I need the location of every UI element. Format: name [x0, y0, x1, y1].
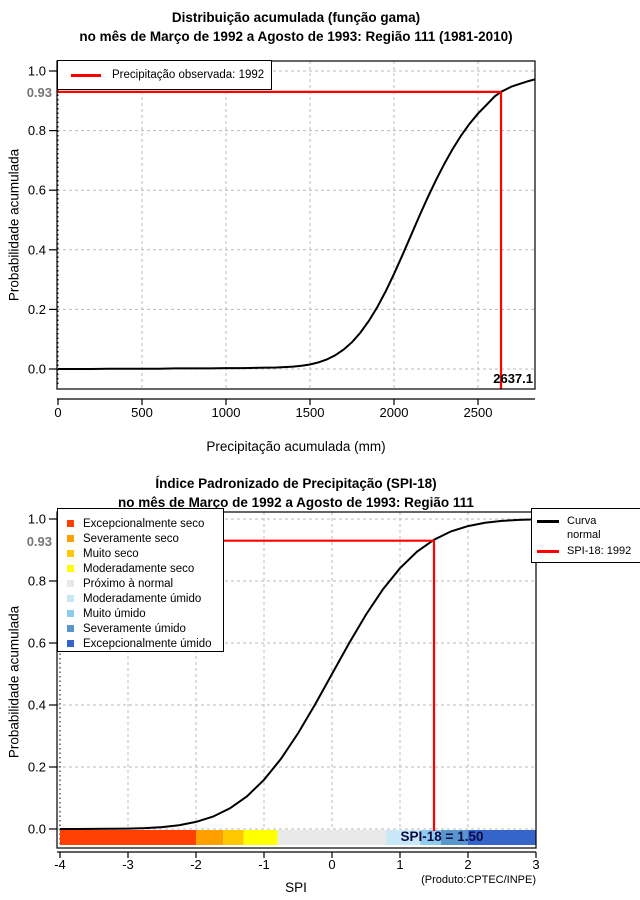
- line-sample: [537, 520, 559, 523]
- cdf-curve: [58, 78, 536, 370]
- category-label: Moderadamente seco: [83, 562, 195, 575]
- curve-legend-item: Curva normal: [537, 515, 640, 542]
- red-line-sample: [71, 73, 101, 77]
- gamma-cdf-plot-canvas: 0 500 1000 1500 2000 2500 0.0 0.2 0.4 0.6 0.8 1.0: [28, 60, 536, 420]
- category-color-swatch: [67, 580, 74, 587]
- chart-title: Índice Padronizado de Precipitação (SPI-…: [155, 476, 437, 491]
- category-label: Excepcionalmente seco: [83, 517, 205, 530]
- category-color-swatch: [67, 550, 74, 557]
- category-color-swatch: [67, 640, 74, 647]
- x-tick-label: -2: [190, 857, 202, 872]
- x-tick-label: -1: [258, 857, 270, 872]
- y-tick-label: 0.4: [28, 242, 46, 257]
- y-tick-label: 0.8: [28, 574, 46, 589]
- probability-highlight-label: 0.93: [26, 534, 52, 549]
- category-color-swatch: [67, 610, 74, 617]
- line-sample: [537, 550, 559, 553]
- x-tick-label: -3: [122, 857, 134, 872]
- x-axis-label: Precipitação acumulada (mm): [206, 439, 386, 454]
- category-color-swatch: [67, 520, 74, 527]
- plot-box: [56, 511, 537, 849]
- category-label: Muito úmido: [83, 607, 146, 620]
- y-tick-label: 0.8: [28, 123, 46, 138]
- spi-colorbar-segment: [440, 830, 468, 845]
- y-tick-label: 0.6: [28, 636, 46, 651]
- x-tick-label: 1: [396, 857, 403, 872]
- category-color-swatch: [67, 535, 74, 542]
- category-label: Muito seco: [83, 547, 139, 560]
- x-tick-label: 0: [54, 405, 61, 420]
- spi-colorbar-segment: [243, 830, 278, 845]
- spi-category-item: Muito seco: [67, 546, 223, 561]
- probability-highlight-label: 0.93: [26, 85, 52, 100]
- spi-colorbar-segment: [60, 830, 196, 845]
- precipitation-value-label: 2637.1: [493, 371, 533, 386]
- curve-legend-item: SPI-18: 1992: [537, 545, 640, 559]
- curve-legend-label: SPI-18: 1992: [567, 545, 632, 557]
- x-tick-label: 500: [131, 405, 153, 420]
- y-tick-label: 0.6: [28, 183, 46, 198]
- spi-colorbar-segment: [420, 830, 441, 845]
- y-axis-label: Probabilidade acumulada: [6, 605, 22, 759]
- category-color-swatch: [67, 595, 74, 602]
- y-tick-label: 0.2: [28, 760, 46, 775]
- spi-category-item: Muito úmido: [67, 606, 223, 621]
- spi-category-item: Excepcionalmente úmido: [67, 636, 223, 651]
- spi-colorbar-segment: [196, 830, 224, 845]
- y-tick-label: 0.4: [28, 698, 46, 713]
- y-tick-label: 0.0: [28, 822, 46, 837]
- spi-colorbar-segment: [386, 830, 421, 845]
- spi-categories-legend: Excepcionalmente seco Severamente seco Mui…: [57, 508, 224, 652]
- spi-category-item: Severamente seco: [67, 531, 223, 546]
- spi-category-item: Próximo à normal: [67, 576, 223, 591]
- curves-legend: Curva normal SPI-18: 1992: [531, 508, 640, 563]
- chart-subtitle: no mês de Março de 1992 a Agosto de 1993…: [118, 495, 474, 510]
- x-tick-label: 1500: [296, 405, 325, 420]
- y-tick-label: 1.0: [28, 512, 46, 527]
- spi-cdf-chart: -4 -3 -2 -1 0 1 2 3 0.0 0.2 0.4 0.6 0.8 1.0 Índice Pa…: [0, 455, 640, 900]
- gamma-cdf-chart: 0 500 1000 1500 2000 2500 0.0 0.2 0.4 0.6 0.8 1.0 D…: [6, 10, 536, 454]
- x-axis-label: SPI: [285, 880, 307, 895]
- legend: Precipitação observada: 1992: [57, 60, 272, 90]
- category-label: Severamente seco: [83, 532, 179, 545]
- x-tick-label: 2500: [464, 405, 493, 420]
- x-tick-label: 0: [328, 857, 335, 872]
- cdf-curve: [60, 518, 537, 830]
- category-label: Severamente úmido: [83, 622, 186, 635]
- x-tick-label: 2000: [380, 405, 409, 420]
- chart-subtitle: no mês de Março de 1992 a Agosto de 1993…: [79, 29, 513, 44]
- plot-box: [56, 60, 536, 390]
- y-tick-label: 1.0: [28, 64, 46, 79]
- curve-legend-label: Curva normal: [567, 515, 601, 541]
- y-tick-label: 0.2: [28, 302, 46, 317]
- spi-colorbar-segment: [223, 830, 244, 845]
- category-label: Excepcionalmente úmido: [83, 637, 212, 650]
- chart-title: Distribuição acumulada (função gama): [171, 10, 421, 25]
- product-credit: (Produto:CPTEC/INPE): [421, 874, 536, 886]
- category-label: Moderadamente úmido: [83, 592, 202, 605]
- spi-value-label: SPI-18 = 1.50: [400, 829, 484, 844]
- category-color-swatch: [67, 625, 74, 632]
- spi-category-item: Moderadamente seco: [67, 561, 223, 576]
- spi-colorbar-segment: [277, 830, 387, 845]
- spi-category-item: Moderadamente úmido: [67, 591, 223, 606]
- x-tick-label: 1000: [212, 405, 241, 420]
- x-tick-label: 3: [532, 857, 539, 872]
- x-tick-label: -4: [54, 857, 66, 872]
- category-label: Próximo à normal: [83, 577, 174, 590]
- y-axis-label: Probabilidade acumulada: [6, 148, 22, 302]
- spi-category-item: Severamente úmido: [67, 621, 223, 636]
- spi-colorbar-segment: [468, 830, 536, 845]
- legend-label: Precipitação observada: 1992: [112, 69, 265, 81]
- y-tick-label: 0.0: [28, 362, 46, 377]
- x-tick-label: 2: [464, 857, 471, 872]
- spi-category-item: Excepcionalmente seco: [67, 516, 223, 531]
- category-color-swatch: [67, 565, 74, 572]
